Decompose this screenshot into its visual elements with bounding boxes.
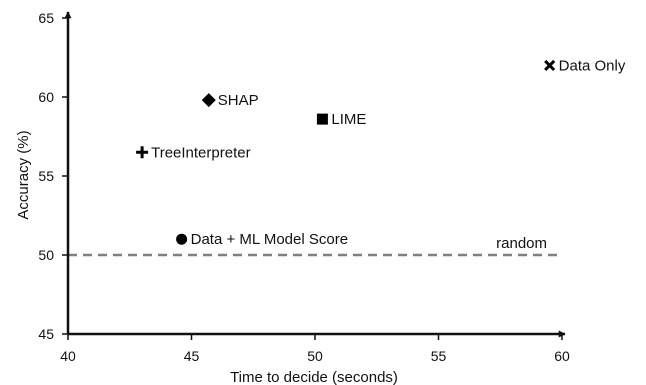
x-tick-label: 40 xyxy=(60,348,76,364)
point-lime-label: LIME xyxy=(331,111,366,128)
y-tick-label: 65 xyxy=(38,10,54,26)
x-tick-label: 55 xyxy=(431,348,447,364)
y-tick-label: 50 xyxy=(38,247,54,263)
y-tick-label: 55 xyxy=(38,168,54,184)
point-shap-marker xyxy=(201,93,216,108)
y-tick-label: 45 xyxy=(38,326,54,342)
ticks: 40 45 50 55 60 45 50 55 60 65 xyxy=(38,10,570,364)
plot-area: random Data Only SHAP LIME TreeInterpreter Da… xyxy=(68,57,626,257)
point-data-only-label: Data Only xyxy=(559,57,626,74)
axes xyxy=(64,11,566,338)
point-lime-marker xyxy=(316,113,328,125)
point-treeinterpreter-label: TreeInterpreter xyxy=(151,144,251,161)
random-reference-label: random xyxy=(496,235,547,252)
x-tick-label: 60 xyxy=(554,348,570,364)
y-axis-label: Accuracy (%) xyxy=(15,130,32,219)
point-shap-label: SHAP xyxy=(218,92,259,109)
axis-labels: Time to decide (seconds) Accuracy (%) xyxy=(15,130,398,385)
point-data-ml-model-score-marker xyxy=(176,233,188,245)
point-data-only-marker xyxy=(544,59,556,71)
x-tick-label: 50 xyxy=(307,348,323,364)
y-tick-label: 60 xyxy=(38,89,54,105)
x-axis-label: Time to decide (seconds) xyxy=(230,369,398,385)
point-treeinterpreter-marker xyxy=(136,146,149,159)
x-tick-label: 45 xyxy=(184,348,200,364)
point-data-ml-model-score-label: Data + ML Model Score xyxy=(191,231,348,248)
